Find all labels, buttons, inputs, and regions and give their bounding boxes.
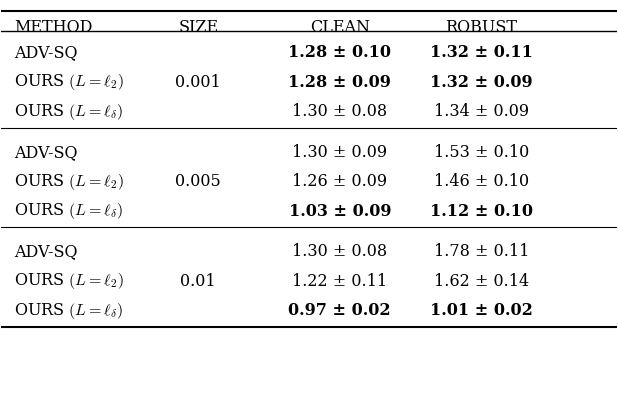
Text: 1.32 ± 0.11: 1.32 ± 0.11 (430, 44, 533, 61)
Text: OURS $(L = \ell_2)$: OURS $(L = \ell_2)$ (14, 172, 124, 192)
Text: 1.46 ± 0.10: 1.46 ± 0.10 (434, 173, 529, 190)
Text: OURS $(L = \ell_\delta)$: OURS $(L = \ell_\delta)$ (14, 300, 123, 321)
Text: ADV-SQ: ADV-SQ (14, 44, 77, 61)
Text: 1.22 ± 0.11: 1.22 ± 0.11 (292, 273, 387, 290)
Text: 1.30 ± 0.09: 1.30 ± 0.09 (292, 144, 387, 161)
Text: 1.30 ± 0.08: 1.30 ± 0.08 (292, 103, 387, 120)
Text: 0.01: 0.01 (180, 273, 216, 290)
Text: OURS $(L = \ell_2)$: OURS $(L = \ell_2)$ (14, 271, 124, 291)
Text: 0.005: 0.005 (176, 173, 221, 190)
Text: METHOD: METHOD (14, 19, 92, 35)
Text: OURS $(L = \ell_\delta)$: OURS $(L = \ell_\delta)$ (14, 201, 123, 221)
Text: 0.001: 0.001 (176, 74, 221, 91)
Text: 1.01 ± 0.02: 1.01 ± 0.02 (430, 302, 533, 319)
Text: 1.03 ± 0.09: 1.03 ± 0.09 (289, 203, 391, 220)
Text: CLEAN: CLEAN (310, 19, 370, 35)
Text: 1.78 ± 0.11: 1.78 ± 0.11 (434, 243, 529, 260)
Text: ADV-SQ: ADV-SQ (14, 243, 77, 260)
Text: 1.32 ± 0.09: 1.32 ± 0.09 (430, 74, 533, 91)
Text: 1.34 ± 0.09: 1.34 ± 0.09 (434, 103, 529, 120)
Text: SIZE: SIZE (178, 19, 218, 35)
Text: OURS $(L = \ell_2)$: OURS $(L = \ell_2)$ (14, 72, 124, 92)
Text: 1.28 ± 0.09: 1.28 ± 0.09 (289, 74, 391, 91)
Text: 1.12 ± 0.10: 1.12 ± 0.10 (430, 203, 533, 220)
Text: ROBUST: ROBUST (445, 19, 517, 35)
Text: 1.26 ± 0.09: 1.26 ± 0.09 (292, 173, 387, 190)
Text: OURS $(L = \ell_\delta)$: OURS $(L = \ell_\delta)$ (14, 102, 123, 122)
Text: 1.28 ± 0.10: 1.28 ± 0.10 (288, 44, 391, 61)
Text: 1.53 ± 0.10: 1.53 ± 0.10 (434, 144, 529, 161)
Text: 1.30 ± 0.08: 1.30 ± 0.08 (292, 243, 387, 260)
Text: 1.62 ± 0.14: 1.62 ± 0.14 (434, 273, 529, 290)
Text: 0.97 ± 0.02: 0.97 ± 0.02 (289, 302, 391, 319)
Text: ADV-SQ: ADV-SQ (14, 144, 77, 161)
